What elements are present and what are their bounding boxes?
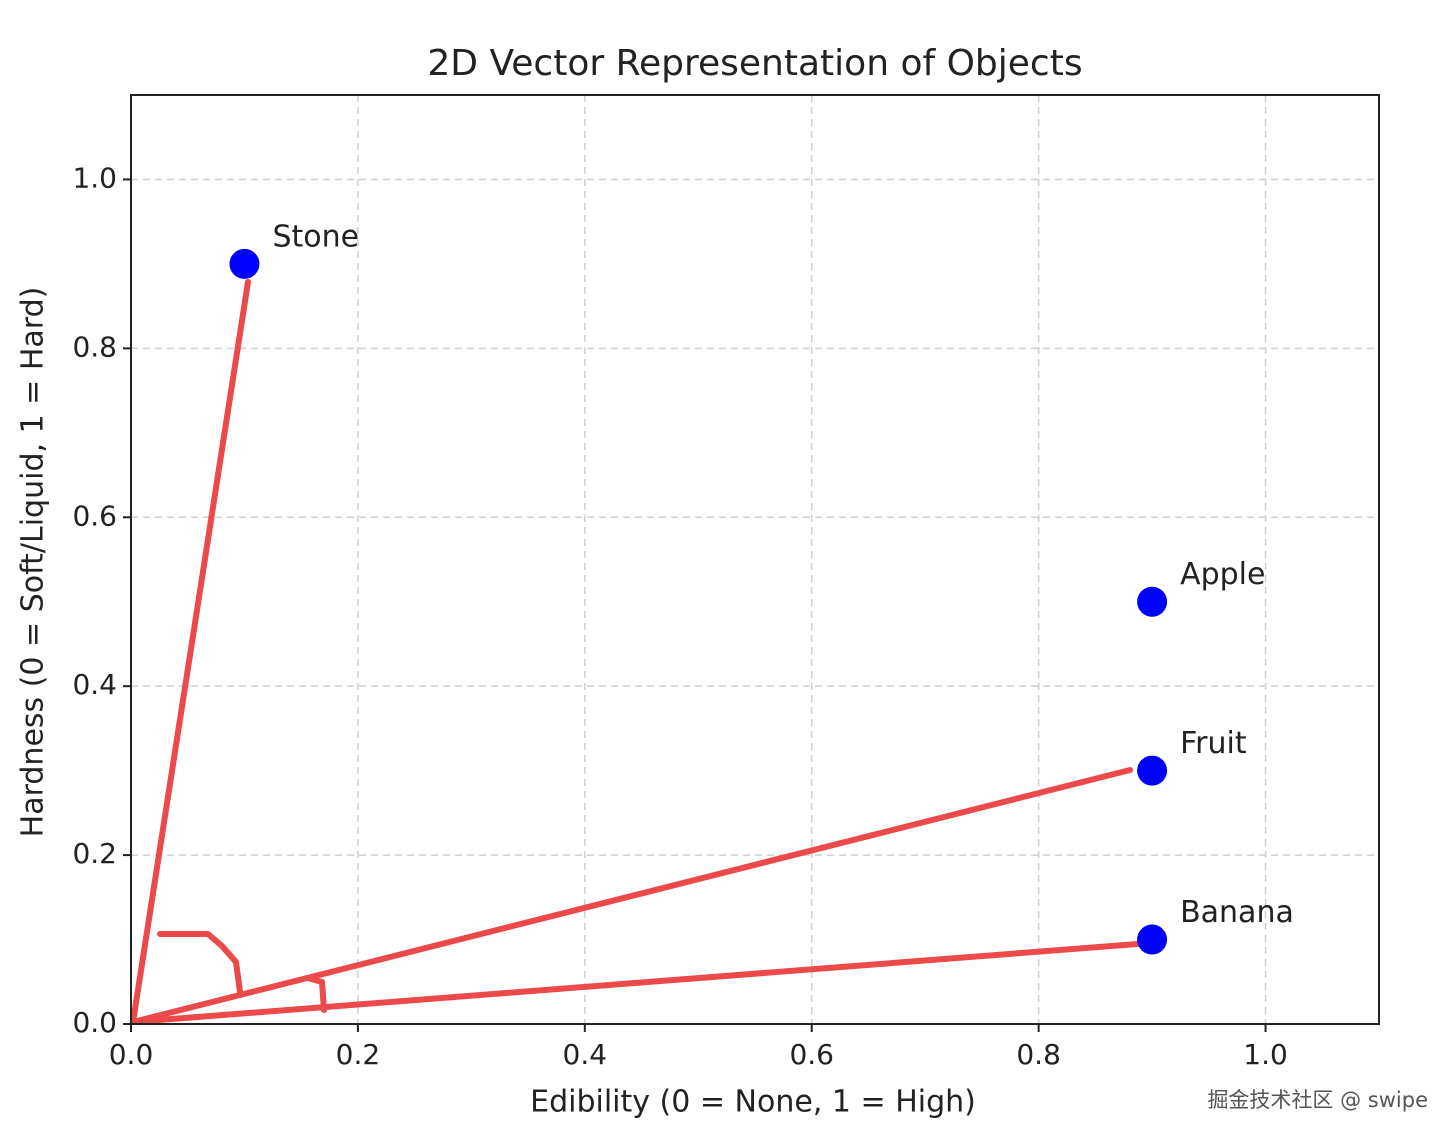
annotations [130, 279, 1153, 1025]
y-tick-label: 1.0 [72, 161, 117, 194]
angle-mark [305, 975, 327, 1013]
point-label: Stone [272, 219, 359, 254]
x-tick-label: 0.0 [109, 1038, 154, 1071]
y-tick-label: 0.4 [72, 668, 117, 701]
y-tick-label: 0.8 [72, 330, 117, 363]
points: Stone Apple Fruit Banana [229, 219, 1294, 955]
point-label: Fruit [1180, 726, 1247, 761]
annotation-line [130, 767, 1133, 1025]
annotation-line [130, 940, 1153, 1025]
x-tick-label: 1.0 [1243, 1038, 1288, 1071]
chart-title: 2D Vector Representation of Objects [427, 43, 1082, 84]
point-label: Banana [1180, 895, 1294, 930]
point [229, 248, 260, 279]
plot-frame [130, 94, 1380, 1025]
point [1137, 924, 1168, 955]
x-tick-label: 0.8 [1016, 1038, 1061, 1071]
y-tick-label: 0.0 [72, 1006, 117, 1039]
angle-mark [157, 931, 243, 995]
y-axis-label: Hardness (0 = Soft/Liquid, 1 = Hard) [16, 287, 51, 838]
point-label: Apple [1180, 557, 1265, 592]
point [1137, 755, 1168, 786]
x-tick-label: 0.2 [336, 1038, 381, 1071]
y-tick-label: 0.2 [72, 837, 117, 870]
annotation-line [130, 279, 251, 1025]
watermark: 掘金技术社区 @ swipe [1207, 1088, 1428, 1112]
x-tick-label: 0.6 [789, 1038, 834, 1071]
x-tick-label: 0.4 [563, 1038, 608, 1071]
point [1137, 586, 1168, 617]
y-tick-label: 0.6 [72, 499, 117, 532]
x-axis-label: Edibility (0 = None, 1 = High) [530, 1085, 976, 1120]
